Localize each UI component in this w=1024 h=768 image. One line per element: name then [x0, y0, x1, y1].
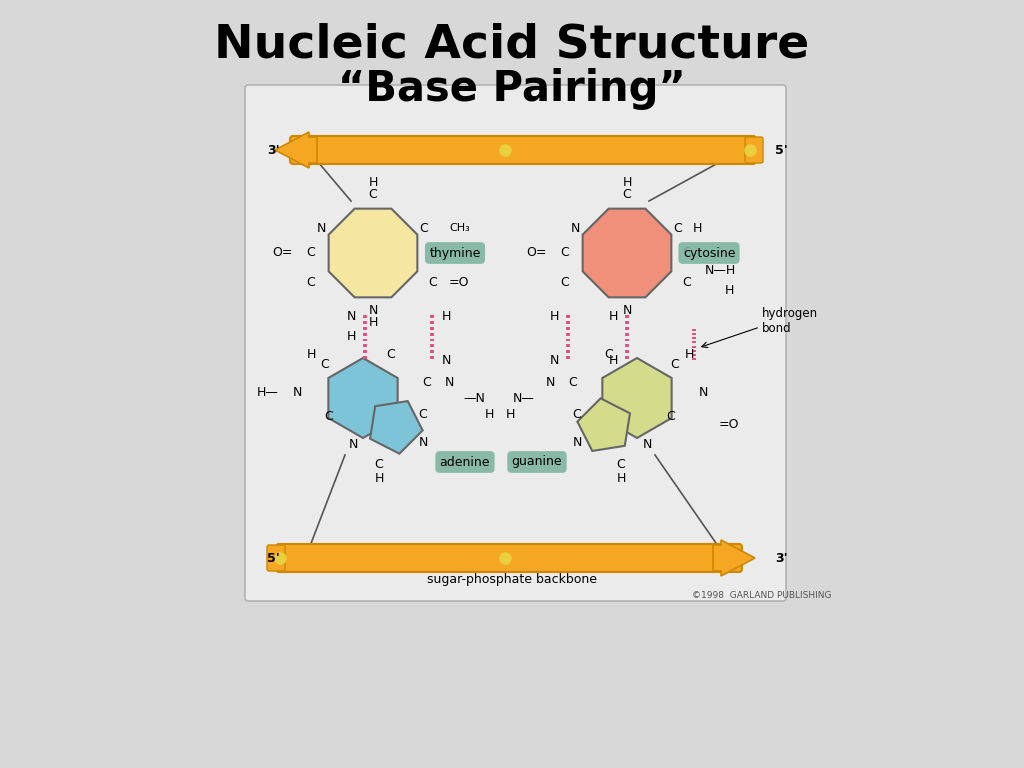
Text: H: H: [369, 316, 378, 329]
Text: CH₃: CH₃: [449, 223, 470, 233]
Text: H: H: [623, 177, 632, 190]
Text: N: N: [346, 310, 355, 323]
Text: adenine: adenine: [439, 455, 490, 468]
FancyBboxPatch shape: [745, 137, 763, 163]
Text: C: C: [560, 276, 569, 290]
Text: O=: O=: [526, 247, 547, 260]
Text: N—: N—: [513, 392, 535, 405]
Text: 3': 3': [266, 144, 280, 157]
Text: H—: H—: [257, 386, 279, 399]
Text: thymine: thymine: [429, 247, 480, 260]
FancyBboxPatch shape: [267, 545, 285, 571]
Text: =O: =O: [449, 276, 469, 290]
Text: H: H: [506, 408, 515, 421]
Text: C: C: [568, 376, 578, 389]
Text: N: N: [546, 376, 555, 389]
FancyArrow shape: [275, 132, 317, 168]
Text: C: C: [429, 247, 437, 260]
FancyArrow shape: [713, 540, 755, 576]
Text: C: C: [623, 188, 632, 201]
Text: hydrogen: hydrogen: [762, 306, 818, 319]
Polygon shape: [329, 209, 418, 297]
FancyBboxPatch shape: [276, 544, 742, 572]
Text: N—H: N—H: [705, 264, 736, 277]
Text: N: N: [316, 221, 326, 234]
Text: C: C: [375, 458, 383, 471]
Text: O=: O=: [272, 247, 293, 260]
Text: H: H: [485, 408, 495, 421]
Text: —N: —N: [463, 392, 485, 405]
Text: Nucleic Acid Structure: Nucleic Acid Structure: [214, 23, 810, 68]
Polygon shape: [583, 209, 672, 297]
Text: H: H: [725, 284, 734, 297]
Text: bond: bond: [762, 322, 792, 335]
Polygon shape: [329, 358, 397, 438]
Text: N: N: [348, 438, 357, 451]
Text: C: C: [387, 347, 395, 360]
Text: N: N: [698, 386, 708, 399]
Text: H: H: [608, 353, 617, 366]
Text: N: N: [572, 435, 582, 449]
Text: C: C: [369, 188, 378, 201]
Text: C: C: [429, 276, 437, 290]
Text: H: H: [684, 347, 693, 360]
Text: C: C: [667, 409, 676, 422]
Text: H: H: [375, 472, 384, 485]
Text: N: N: [549, 353, 559, 366]
Text: N: N: [642, 438, 651, 451]
Text: H: H: [693, 221, 702, 234]
Text: H: H: [441, 310, 451, 323]
Text: H: H: [549, 310, 559, 323]
Text: 5': 5': [774, 144, 787, 157]
FancyBboxPatch shape: [290, 136, 756, 164]
FancyBboxPatch shape: [245, 85, 786, 601]
Text: C: C: [420, 221, 428, 234]
Polygon shape: [578, 399, 630, 451]
Polygon shape: [602, 358, 672, 438]
Polygon shape: [370, 401, 423, 454]
Text: H: H: [346, 329, 355, 343]
Text: H: H: [369, 177, 378, 190]
Text: ©1998  GARLAND PUBLISHING: ©1998 GARLAND PUBLISHING: [692, 591, 831, 601]
Text: C: C: [325, 409, 334, 422]
Text: C: C: [572, 408, 582, 421]
Text: C: C: [306, 276, 315, 290]
Text: cytosine: cytosine: [683, 247, 735, 260]
Text: N: N: [570, 221, 580, 234]
Text: C: C: [306, 247, 315, 260]
Text: N: N: [419, 435, 428, 449]
Text: C: C: [683, 247, 691, 260]
Text: guanine: guanine: [512, 455, 562, 468]
Text: C: C: [616, 458, 626, 471]
Text: C: C: [674, 221, 682, 234]
Text: C: C: [671, 357, 679, 370]
Text: C: C: [683, 276, 691, 290]
Text: 5': 5': [266, 551, 280, 564]
Text: H: H: [616, 472, 626, 485]
Text: =O: =O: [719, 418, 739, 431]
Text: N: N: [623, 304, 632, 317]
Text: N: N: [445, 376, 455, 389]
Text: N: N: [441, 353, 451, 366]
Text: C: C: [321, 357, 330, 370]
Text: H: H: [306, 347, 315, 360]
Text: C: C: [604, 347, 613, 360]
Text: 3': 3': [775, 551, 787, 564]
Text: N: N: [369, 304, 378, 317]
Text: N: N: [292, 386, 302, 399]
Text: H: H: [608, 310, 617, 323]
Text: C: C: [560, 247, 569, 260]
Text: sugar-phosphate backbone: sugar-phosphate backbone: [427, 574, 597, 587]
Text: “Base Pairing”: “Base Pairing”: [338, 68, 686, 110]
Text: C: C: [423, 376, 431, 389]
Text: C: C: [419, 408, 427, 421]
